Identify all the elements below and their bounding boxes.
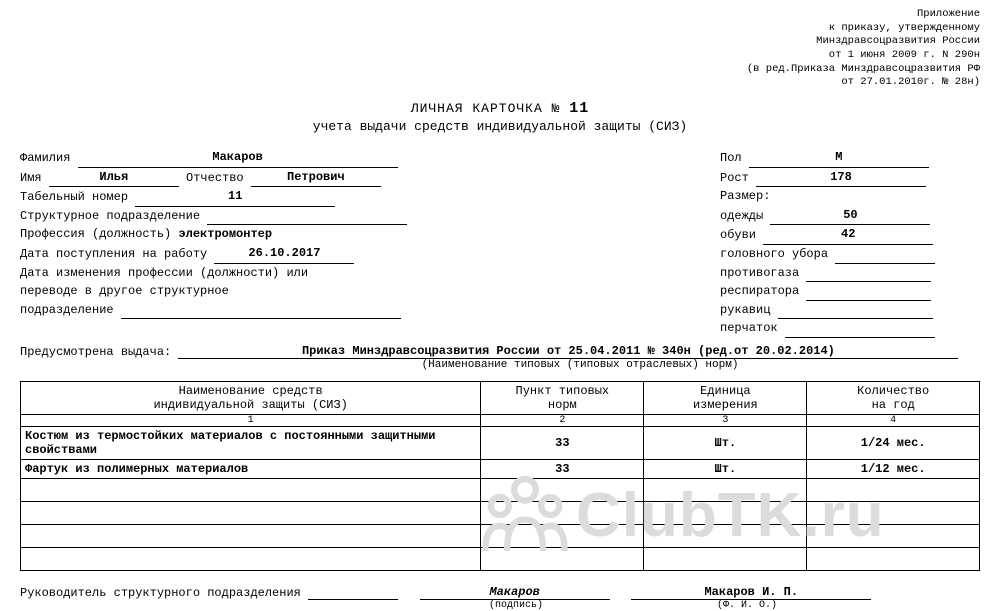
shoes-label: обуви — [720, 228, 756, 242]
col-name-header: Наименование средствиндивидуальной защит… — [21, 381, 481, 414]
patronymic-label: Отчество — [186, 171, 244, 185]
row-unit: Шт. — [644, 459, 807, 478]
row-name: Костюм из термостойких материалов с пост… — [21, 426, 481, 459]
dept-label: Структурное подразделение — [20, 209, 200, 223]
table-row: Фартук из полимерных материалов 33 Шт. 1… — [21, 459, 980, 478]
document-title: ЛИЧНАЯ КАРТОЧКА № 11 учета выдачи средст… — [20, 100, 980, 134]
surname-label: Фамилия — [20, 151, 70, 165]
height-value: 178 — [756, 168, 926, 188]
col-point-header: Пункт типовыхнорм — [481, 381, 644, 414]
mitt-value — [778, 304, 933, 319]
note-l3: Минздравсоцразвития России — [747, 35, 980, 49]
hire-label: Дата поступления на работу — [20, 247, 207, 261]
colnum-2: 2 — [481, 414, 644, 426]
name-value: Илья — [49, 168, 179, 188]
change-label-1: Дата изменения профессии (должности) или — [20, 264, 560, 283]
fio-sublabel: (Ф. И. О.) — [622, 600, 872, 611]
issuance-text: Приказ Минздравсоцразвития России от 25.… — [178, 344, 958, 359]
col-unit-header: Единицаизмерения — [644, 381, 807, 414]
sex-value: М — [749, 148, 929, 168]
table-row — [21, 547, 980, 570]
issuance-label: Предусмотрена выдача: — [20, 345, 171, 359]
table-row — [21, 501, 980, 524]
clothes-value: 50 — [770, 206, 930, 226]
right-column: Пол М Рост 178 Размер: одежды 50 обуви 4… — [720, 148, 980, 338]
table-row — [21, 524, 980, 547]
signature-sublabels: (подпись) (Ф. И. О.) — [20, 600, 980, 611]
signature-label: Руководитель структурного подразделения — [20, 586, 301, 600]
signature-blank — [308, 585, 398, 600]
note-l1: Приложение — [747, 8, 980, 22]
row-qty: 1/24 мес. — [807, 426, 980, 459]
resp-value — [806, 286, 931, 301]
colnum-4: 4 — [807, 414, 980, 426]
head-label: головного убора — [720, 247, 828, 261]
title-subtitle: учета выдачи средств индивидуальной защи… — [20, 119, 980, 134]
colnum-1: 1 — [21, 414, 481, 426]
change-label-3: подразделение — [20, 303, 114, 317]
surname-value: Макаров — [78, 148, 398, 168]
row-name: Фартук из полимерных материалов — [21, 459, 481, 478]
gloves-label: перчаток — [720, 321, 778, 335]
note-l2: к приказу, утвержденному — [747, 22, 980, 36]
note-l4: от 1 июня 2009 г. N 290н — [747, 49, 980, 63]
patronymic-value: Петрович — [251, 168, 381, 188]
sex-label: Пол — [720, 151, 742, 165]
card-number: 11 — [569, 100, 589, 117]
left-column: Фамилия Макаров Имя Илья Отчество Петров… — [20, 148, 560, 338]
row-point: 33 — [481, 459, 644, 478]
form-zone: Фамилия Макаров Имя Илья Отчество Петров… — [20, 148, 980, 338]
ppe-table: Наименование средствиндивидуальной защит… — [20, 381, 980, 571]
note-l5: (в ред.Приказа Минздравсоцразвития РФ — [747, 63, 980, 77]
title-label: ЛИЧНАЯ КАРТОЧКА № — [411, 101, 561, 116]
row-unit: Шт. — [644, 426, 807, 459]
size-header: Размер: — [720, 187, 980, 206]
gas-value — [806, 267, 931, 282]
shoes-value: 42 — [763, 225, 933, 245]
signature-fio: Макаров И. П. — [631, 585, 871, 600]
dept-value — [207, 210, 407, 225]
table-row — [21, 478, 980, 501]
issuance-row: Предусмотрена выдача: Приказ Минздравсоц… — [20, 344, 980, 359]
gas-label: противогаза — [720, 266, 799, 280]
name-label: Имя — [20, 171, 42, 185]
row-qty: 1/12 мес. — [807, 459, 980, 478]
tab-label: Табельный номер — [20, 190, 128, 204]
head-value — [835, 249, 935, 264]
mitt-label: рукавиц — [720, 303, 770, 317]
col-qty-header: Количествона год — [807, 381, 980, 414]
table-row: Костюм из термостойких материалов с пост… — [21, 426, 980, 459]
height-label: Рост — [720, 171, 749, 185]
gloves-value — [785, 323, 935, 338]
note-l6: от 27.01.2010г. № 28н) — [747, 76, 980, 90]
appendix-note: Приложение к приказу, утвержденному Минз… — [747, 8, 980, 90]
signature-sign: Макаров — [420, 585, 610, 600]
change-label-2: переводе в другое структурное — [20, 282, 560, 301]
hire-value: 26.10.2017 — [214, 244, 354, 264]
colnum-3: 3 — [644, 414, 807, 426]
change-value — [121, 304, 401, 319]
tab-value: 11 — [135, 187, 335, 207]
signature-row: Руководитель структурного подразделения … — [20, 585, 980, 600]
row-point: 33 — [481, 426, 644, 459]
sign-sublabel: (подпись) — [416, 600, 616, 611]
issuance-subtitle: (Наименование типовых (типовых отраслевы… — [180, 359, 980, 371]
resp-label: респиратора — [720, 284, 799, 298]
prof-value: электромонтер — [178, 227, 272, 241]
clothes-label: одежды — [720, 209, 763, 223]
prof-label: Профессия (должность) — [20, 227, 171, 241]
